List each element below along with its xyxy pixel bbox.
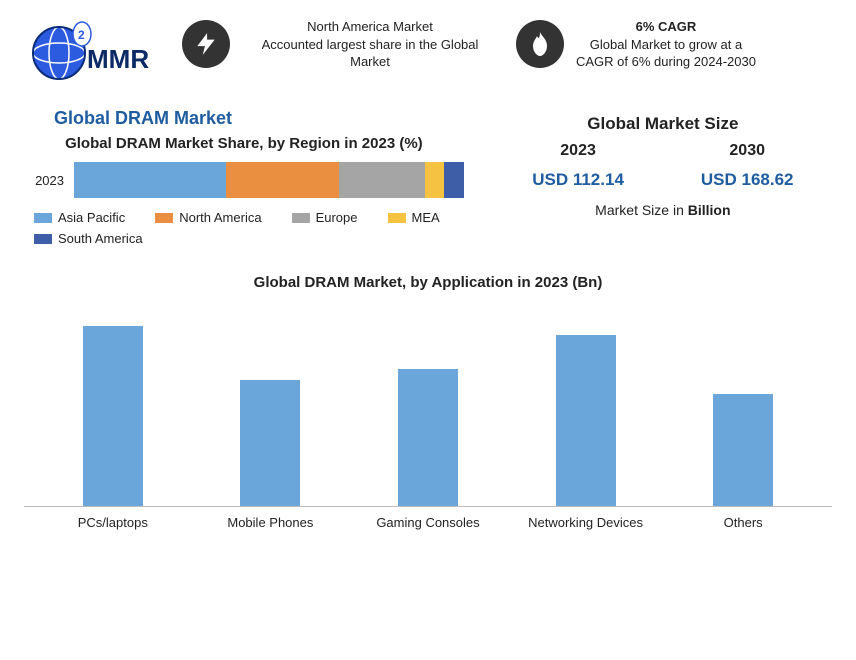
- fact2-line1: Global Market to grow at a: [590, 37, 742, 52]
- bolt-icon: [182, 20, 230, 68]
- size-unit-prefix: Market Size in: [595, 202, 688, 218]
- bar: [713, 394, 773, 506]
- x-label: Gaming Consoles: [357, 515, 499, 530]
- bar-col: [672, 394, 814, 506]
- stacked-y-label: 2023: [24, 173, 64, 188]
- stacked-bar: [74, 162, 464, 198]
- fact2-line2: CAGR of 6% during 2024-2030: [576, 54, 756, 69]
- bar-chart-x-labels: PCs/laptops Mobile Phones Gaming Consoles N…: [24, 507, 832, 530]
- bar-col: [357, 369, 499, 506]
- fact1-line2: Accounted largest share in the Global Ma…: [262, 37, 479, 70]
- stacked-segment: [444, 162, 463, 198]
- stacked-segment: [339, 162, 425, 198]
- logo-text: MMR: [87, 44, 149, 74]
- legend-swatch: [155, 213, 173, 223]
- header-row: 2 MMR North America Market Accounted lar…: [24, 18, 832, 88]
- stacked-segment: [74, 162, 226, 198]
- bar-col: [199, 380, 341, 506]
- bar: [240, 380, 300, 506]
- bar-col: [42, 326, 184, 506]
- legend-label: Europe: [316, 210, 358, 225]
- legend-label: MEA: [412, 210, 440, 225]
- legend-item: North America: [155, 210, 261, 225]
- bar: [83, 326, 143, 506]
- fact-1: North America Market Accounted largest s…: [182, 18, 498, 71]
- legend-label: South America: [58, 231, 143, 246]
- x-label: Others: [672, 515, 814, 530]
- section-title: Global DRAM Market: [54, 108, 464, 129]
- legend-swatch: [292, 213, 310, 223]
- stacked-bar-wrap: 2023: [24, 162, 464, 198]
- size-val-1: USD 112.14: [532, 170, 624, 190]
- size-val-2: USD 168.62: [701, 170, 794, 190]
- bar-chart: [24, 307, 832, 507]
- market-size-section: Global Market Size 2023 USD 112.14 2030 …: [494, 108, 832, 246]
- fact2-bold: 6% CAGR: [576, 18, 756, 36]
- market-size-row: 2023 USD 112.14 2030 USD 168.62: [494, 142, 832, 190]
- share-legend: Asia Pacific North America Europe MEA South …: [34, 210, 464, 246]
- bar-col: [515, 335, 657, 506]
- legend-label: Asia Pacific: [58, 210, 125, 225]
- size-year-2: 2030: [701, 142, 794, 160]
- size-unit: Market Size in Billion: [494, 202, 832, 218]
- x-label: Mobile Phones: [199, 515, 341, 530]
- app-chart-title: Global DRAM Market, by Application in 20…: [24, 274, 832, 291]
- size-year-1: 2023: [532, 142, 624, 160]
- svg-text:2: 2: [78, 28, 85, 42]
- x-label: PCs/laptops: [42, 515, 184, 530]
- fact-2: 6% CAGR Global Market to grow at a CAGR …: [516, 18, 832, 71]
- size-unit-bold: Billion: [688, 202, 731, 218]
- legend-item: Europe: [292, 210, 358, 225]
- legend-item: Asia Pacific: [34, 210, 125, 225]
- legend-label: North America: [179, 210, 261, 225]
- size-col-2023: 2023 USD 112.14: [532, 142, 624, 190]
- share-chart-title: Global DRAM Market Share, by Region in 2…: [24, 135, 464, 152]
- stacked-segment: [226, 162, 339, 198]
- bar: [556, 335, 616, 506]
- fact1-line1: North America Market: [307, 19, 433, 34]
- share-chart-section: Global DRAM Market Global DRAM Market Sh…: [24, 108, 464, 246]
- legend-swatch: [388, 213, 406, 223]
- legend-swatch: [34, 234, 52, 244]
- stacked-segment: [425, 162, 444, 198]
- flame-icon: [516, 20, 564, 68]
- legend-item: South America: [34, 231, 143, 246]
- mid-row: Global DRAM Market Global DRAM Market Sh…: [24, 108, 832, 246]
- x-label: Networking Devices: [515, 515, 657, 530]
- fact-2-text: 6% CAGR Global Market to grow at a CAGR …: [576, 18, 756, 71]
- bar: [398, 369, 458, 506]
- market-size-title: Global Market Size: [494, 114, 832, 134]
- legend-swatch: [34, 213, 52, 223]
- logo: 2 MMR: [24, 18, 164, 88]
- legend-item: MEA: [388, 210, 440, 225]
- fact-1-text: North America Market Accounted largest s…: [242, 18, 498, 71]
- size-col-2030: 2030 USD 168.62: [701, 142, 794, 190]
- app-chart-section: Global DRAM Market, by Application in 20…: [24, 274, 832, 530]
